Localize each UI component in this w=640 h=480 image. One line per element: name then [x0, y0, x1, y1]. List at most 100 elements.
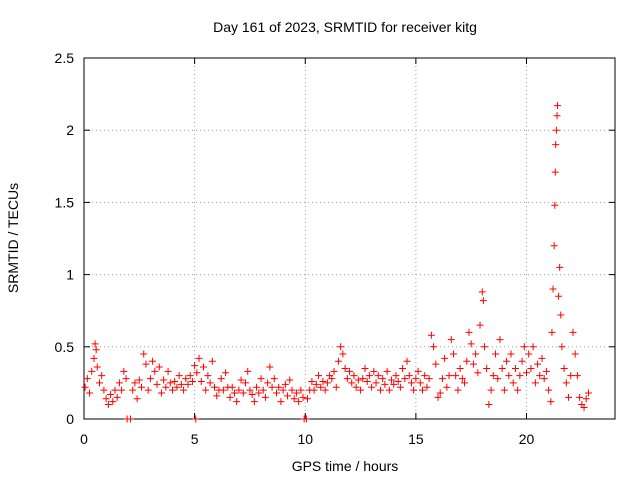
data-point — [565, 393, 573, 401]
data-point — [407, 379, 415, 387]
data-point — [122, 375, 130, 383]
data-point — [503, 357, 511, 365]
data-point — [445, 372, 453, 380]
data-point — [91, 340, 99, 348]
data-point — [452, 372, 460, 380]
data-point — [576, 393, 584, 401]
data-point — [88, 367, 96, 375]
data-point — [571, 350, 579, 358]
data-point — [302, 415, 310, 423]
data-point — [303, 395, 311, 403]
data-point — [113, 393, 121, 401]
data-point — [284, 392, 292, 400]
data-point — [361, 364, 369, 372]
data-point — [312, 380, 320, 388]
data-point — [138, 383, 146, 391]
data-point — [266, 363, 274, 371]
data-point — [157, 389, 165, 397]
data-point — [352, 383, 360, 391]
data-point — [553, 112, 561, 120]
data-point — [359, 375, 367, 383]
data-point — [297, 386, 305, 394]
data-point — [102, 395, 110, 403]
axis-ticks: 0 5 10 15 20 0 0.5 1 1.5 2 2.5 — [55, 50, 615, 447]
data-point — [111, 386, 119, 394]
data-point — [182, 375, 190, 383]
data-point — [228, 383, 236, 391]
data-point — [275, 383, 283, 391]
data-point — [569, 328, 577, 336]
data-point — [401, 375, 409, 383]
data-point — [487, 386, 495, 394]
data-point — [83, 375, 91, 383]
data-point — [489, 372, 497, 380]
data-point — [310, 386, 318, 394]
data-point — [472, 350, 480, 358]
data-point — [469, 360, 477, 368]
data-point — [542, 367, 550, 375]
data-point — [438, 375, 446, 383]
data-point — [277, 398, 285, 406]
data-point — [427, 331, 435, 339]
data-point — [476, 321, 484, 329]
data-points — [81, 102, 592, 423]
data-point — [208, 357, 216, 365]
data-point — [567, 372, 575, 380]
data-point — [483, 364, 491, 372]
data-point — [536, 372, 544, 380]
data-point — [308, 377, 316, 385]
data-point — [98, 372, 106, 380]
data-point — [192, 415, 200, 423]
data-point — [370, 367, 378, 375]
chart-title: Day 161 of 2023, SRMTID for receiver kit… — [213, 19, 477, 35]
data-point — [193, 369, 201, 377]
data-point — [341, 364, 349, 372]
data-point — [257, 375, 265, 383]
data-point — [379, 375, 387, 383]
data-point — [93, 363, 101, 371]
data-point — [184, 380, 192, 388]
data-point — [235, 386, 243, 394]
data-point — [140, 350, 148, 358]
data-point — [180, 386, 188, 394]
data-point — [392, 372, 400, 380]
data-point — [169, 386, 176, 394]
data-point — [202, 386, 210, 394]
data-point — [458, 375, 466, 383]
data-point — [107, 390, 115, 398]
data-point — [551, 168, 559, 176]
data-point — [396, 383, 404, 391]
data-point — [394, 377, 402, 385]
data-point — [548, 328, 556, 336]
data-point — [374, 372, 382, 380]
data-point — [100, 386, 108, 394]
data-point — [421, 372, 429, 380]
data-point — [195, 354, 203, 362]
data-point — [584, 389, 592, 397]
data-point — [248, 390, 256, 398]
data-point — [115, 379, 123, 387]
data-point — [253, 383, 261, 391]
data-point — [555, 292, 563, 300]
data-point — [146, 375, 154, 383]
data-point — [557, 311, 565, 319]
data-point — [436, 389, 444, 397]
data-point — [509, 379, 517, 387]
data-point — [315, 372, 323, 380]
data-point — [118, 386, 126, 394]
data-point — [383, 367, 391, 375]
data-point — [153, 380, 161, 388]
data-point — [372, 379, 380, 387]
data-point — [290, 395, 298, 403]
data-point — [405, 372, 413, 380]
data-point — [230, 389, 238, 397]
data-point — [441, 354, 449, 362]
data-point — [239, 389, 247, 397]
data-point — [281, 380, 289, 388]
data-point — [461, 379, 469, 387]
y-tick-label: 1.5 — [55, 194, 75, 210]
data-point — [255, 389, 263, 397]
data-point — [204, 372, 212, 380]
data-point — [199, 363, 207, 371]
